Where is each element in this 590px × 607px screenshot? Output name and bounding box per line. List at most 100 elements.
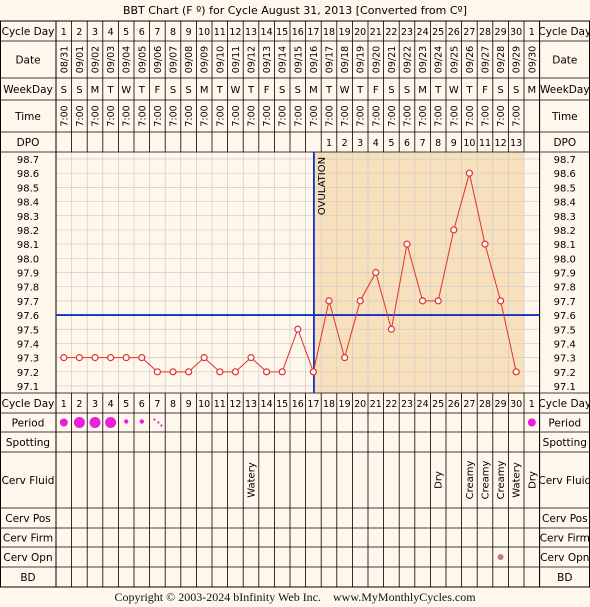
date-label: 09/01	[75, 46, 86, 73]
time-label: 7:00	[387, 105, 398, 126]
cycle-day-label: 1	[529, 399, 535, 410]
temperature-point	[481, 240, 489, 248]
time-label: 7:00	[496, 105, 507, 126]
cycle-day-label: 27	[463, 27, 475, 38]
cycle-day-label: 22	[385, 399, 397, 410]
time-label: 7:00	[325, 105, 336, 126]
time-label: 7:00	[512, 105, 523, 126]
cycle-day-label: 7	[154, 27, 160, 38]
cerv-fluid-label: Dry	[527, 471, 538, 489]
date-label: 09/23	[418, 46, 429, 73]
row-label-right: Date	[552, 55, 577, 67]
temperature-point	[231, 368, 239, 376]
period-heavy-marker	[59, 418, 68, 427]
weekday-label: F	[155, 85, 161, 96]
y-tick-right: 98.6	[554, 169, 576, 180]
y-tick-right: 98.0	[554, 254, 576, 265]
weekday-label: S	[279, 85, 285, 96]
cycle-day-label: 16	[292, 399, 304, 410]
row-label-left: Period	[12, 418, 45, 430]
cycle-day-label: 17	[307, 27, 319, 38]
cycle-day-label: 18	[323, 399, 335, 410]
time-label: 7:00	[169, 105, 180, 126]
cycle-day-label: 14	[261, 399, 273, 410]
cycle-day-label: 10	[198, 399, 210, 410]
weekday-label: M	[527, 85, 536, 96]
temperature-point	[122, 354, 130, 362]
y-tick-right: 98.1	[554, 240, 576, 251]
cycle-day-label: 5	[123, 27, 129, 38]
weekday-label: S	[295, 85, 301, 96]
weekday-label: T	[138, 85, 146, 96]
temperature-point	[91, 354, 99, 362]
date-label: 09/19	[356, 46, 367, 73]
dpo-label: 8	[435, 138, 441, 149]
y-tick-left: 97.7	[17, 297, 39, 308]
time-label: 7:00	[122, 105, 133, 126]
y-tick-right: 97.2	[554, 368, 576, 379]
row-label-right: Cerv Firm	[540, 533, 590, 545]
cycle-day-label: 6	[139, 27, 145, 38]
y-tick-left: 98.0	[17, 254, 39, 265]
cycle-day-label: 23	[401, 27, 413, 38]
time-label: 7:00	[449, 105, 460, 126]
cycle-day-label: 13	[245, 27, 257, 38]
period-spotting-dot	[157, 421, 160, 424]
dpo-label: 11	[479, 138, 491, 149]
time-label: 7:00	[356, 105, 367, 126]
dpo-label: 9	[451, 138, 457, 149]
time-label: 7:00	[75, 105, 86, 126]
temperature-point	[153, 368, 161, 376]
time-label: 7:00	[309, 105, 320, 126]
cycle-day-label: 15	[276, 27, 288, 38]
date-label: 09/12	[247, 46, 258, 73]
weekday-label: S	[388, 85, 394, 96]
time-label: 7:00	[91, 105, 102, 126]
cerv-fluid-label: Creamy	[481, 461, 492, 500]
dpo-label: 7	[420, 138, 426, 149]
row-label-left: BD	[20, 572, 35, 584]
y-tick-left: 98.3	[17, 212, 39, 223]
chart-title: BBT Chart (F º) for Cycle August 31, 201…	[123, 4, 467, 17]
cycle-day-label: 29	[495, 399, 507, 410]
weekday-label: T	[465, 85, 473, 96]
y-tick-right: 98.7	[554, 155, 576, 166]
time-label: 7:00	[184, 105, 195, 126]
date-label: 09/26	[465, 46, 476, 73]
temperature-point	[247, 354, 255, 362]
time-label: 7:00	[371, 105, 382, 126]
weekday-label: S	[61, 85, 67, 96]
row-label-right: Time	[551, 111, 578, 123]
cycle-day-label: 17	[307, 399, 319, 410]
cycle-day-label: 1	[529, 27, 535, 38]
temperature-point	[434, 297, 442, 305]
temperature-point	[263, 368, 271, 376]
dpo-label: 5	[388, 138, 394, 149]
y-tick-right: 97.1	[554, 382, 576, 393]
weekday-label: M	[418, 85, 427, 96]
date-label: 09/08	[184, 46, 195, 73]
cycle-day-label: 1	[61, 27, 67, 38]
weekday-label: T	[247, 85, 255, 96]
cycle-day-label: 8	[170, 399, 176, 410]
date-label: 09/25	[449, 46, 460, 73]
temperature-point	[216, 368, 224, 376]
weekday-label: F	[264, 85, 270, 96]
y-tick-right: 97.7	[554, 297, 576, 308]
row-label-right: DPO	[553, 137, 576, 149]
date-label: 09/10	[215, 46, 226, 73]
date-label: 09/16	[309, 46, 320, 73]
weekday-label: W	[340, 85, 350, 96]
y-tick-left: 97.6	[17, 311, 39, 322]
y-tick-left: 97.3	[17, 354, 39, 365]
time-label: 7:00	[262, 105, 273, 126]
weekday-label: M	[309, 85, 318, 96]
temperature-point	[450, 226, 458, 234]
cycle-day-label: 26	[448, 27, 460, 38]
date-label: 09/29	[512, 46, 523, 73]
date-label: 09/18	[340, 46, 351, 73]
weekday-label: F	[373, 85, 379, 96]
cycle-day-label: 1	[61, 399, 67, 410]
period-heavy-marker	[89, 417, 101, 428]
